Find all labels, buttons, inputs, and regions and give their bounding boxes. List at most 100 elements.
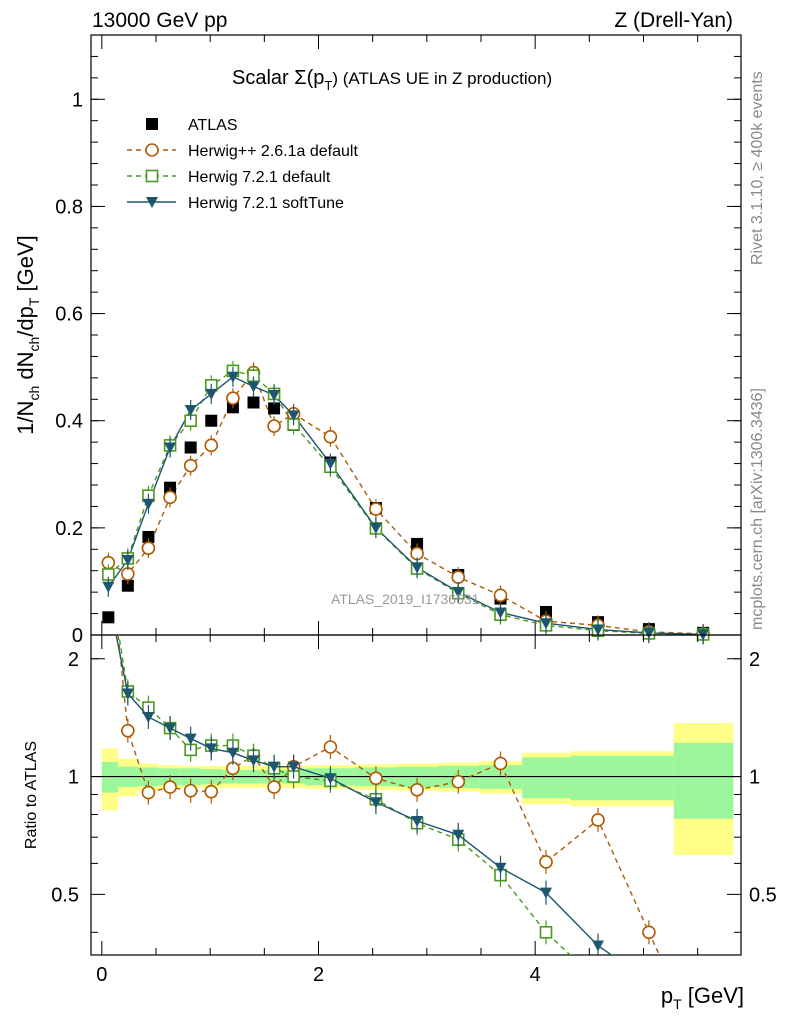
ratio-point-1 xyxy=(183,783,198,798)
data-point-3 xyxy=(268,390,281,401)
ratio-tick-label-right: 2 xyxy=(749,649,760,671)
ratio-tick-label: 0.5 xyxy=(51,884,79,906)
y-tick-label: 1 xyxy=(72,89,83,111)
chart-title-sub: T xyxy=(324,78,332,93)
y-tick-label: 0 xyxy=(72,625,83,647)
ratio-band-inner xyxy=(522,757,571,799)
ratio-point-3 xyxy=(643,976,655,987)
y-axis-label: 1/Nch dNch/dpT [GeV] xyxy=(13,235,42,435)
ratio-band-inner xyxy=(570,755,626,801)
ratio-point-3 xyxy=(205,743,218,755)
data-point-1 xyxy=(369,502,383,516)
ratio-point-3 xyxy=(411,815,424,827)
analysis-id: ATLAS_2019_I1736531 xyxy=(331,591,480,607)
mcplots-reference: mcplots.cern.ch [arXiv:1306.3436] xyxy=(749,388,766,630)
ratio-point-1 xyxy=(267,780,281,794)
ratio-point-3 xyxy=(164,723,177,735)
legend-marker-0 xyxy=(146,118,158,130)
ratio-point-3 xyxy=(592,940,604,952)
ratio-point-1 xyxy=(102,531,114,543)
ratio-point-3 xyxy=(142,711,155,723)
legend-label-1: Herwig++ 2.6.1a default xyxy=(188,143,358,160)
ratio-point-3 xyxy=(494,862,507,874)
ratio-point-1 xyxy=(163,780,177,794)
x-axis-label-sub: T xyxy=(673,996,682,1012)
data-point-1 xyxy=(141,541,156,556)
ratio-point-3 xyxy=(324,773,337,785)
data-point-3 xyxy=(324,458,337,470)
ratio-point-3 xyxy=(184,733,197,745)
data-point-1 xyxy=(163,490,177,505)
ratio-point-3 xyxy=(540,887,552,899)
ratio-tick-label-right: 0.5 xyxy=(749,884,777,906)
y-tick-label: 0.8 xyxy=(55,196,83,218)
ratio-point-1 xyxy=(323,740,338,754)
ratio-point-3 xyxy=(268,761,281,773)
ratio-band-inner xyxy=(101,761,119,793)
ratio-point-1 xyxy=(493,756,508,771)
data-point-0 xyxy=(184,441,197,454)
beam-label: 13000 GeV pp xyxy=(92,9,227,32)
data-point-3 xyxy=(205,388,218,400)
ratio-point-2 xyxy=(539,926,553,939)
data-point-0 xyxy=(121,579,134,592)
ratio-point-3 xyxy=(369,797,382,809)
main-axis-ticks: 0 0.2 0.4 0.6 0.8 1 xyxy=(55,34,741,647)
data-point-3 xyxy=(226,371,239,383)
data-point-1 xyxy=(204,438,219,453)
legend-label-0: ATLAS xyxy=(188,117,238,134)
legend-label-2: Herwig 7.2.1 default xyxy=(188,169,331,186)
data-point-1 xyxy=(267,419,281,433)
data-point-0 xyxy=(268,402,281,415)
ratio-point-2 xyxy=(643,1007,654,1018)
ratio-band-inner xyxy=(625,755,674,801)
process-label: Z (Drell-Yan) xyxy=(614,9,733,32)
ratio-point-3 xyxy=(226,747,239,759)
data-point-3 xyxy=(102,581,115,593)
x-axis-label-main: p xyxy=(661,983,673,1008)
ratio-series-group xyxy=(102,531,661,1018)
ratio-point-1 xyxy=(642,925,656,940)
data-point-1 xyxy=(226,391,240,406)
data-point-3 xyxy=(142,498,155,510)
x-tick-label: 4 xyxy=(530,964,541,986)
ratio-point-1 xyxy=(121,723,135,738)
y-tick-label: 0.4 xyxy=(55,411,83,433)
data-point-0 xyxy=(102,611,115,624)
legend: ATLAS Herwig++ 2.6.1a default Herwig 7.2.1… xyxy=(127,117,358,212)
x-axis-label-rest: [GeV] xyxy=(682,983,744,1008)
data-point-3 xyxy=(247,381,260,393)
data-point-1 xyxy=(323,429,338,444)
ratio-point-1 xyxy=(369,771,383,786)
data-point-0 xyxy=(247,396,260,409)
data-point-0 xyxy=(142,530,155,543)
legend-marker-3 xyxy=(146,197,158,208)
ratio-point-1 xyxy=(141,785,156,800)
data-point-3 xyxy=(494,607,507,619)
chart-title: Scalar Σ(pT) (ATLAS UE in Z production) xyxy=(232,67,552,93)
ratio-point-1 xyxy=(539,855,553,869)
data-point-1 xyxy=(493,588,508,603)
data-point-1 xyxy=(183,458,198,473)
data-point-3 xyxy=(592,624,604,636)
ratio-tick-label-right: 1 xyxy=(749,767,760,789)
x-axis-label: pT [GeV] xyxy=(661,983,744,1012)
ratio-point-3 xyxy=(452,829,465,841)
legend-marker-1 xyxy=(145,143,159,157)
data-point-3 xyxy=(164,442,177,454)
data-point-3 xyxy=(121,555,134,566)
data-point-3 xyxy=(369,522,382,534)
ratio-point-3 xyxy=(247,755,260,767)
data-point-3 xyxy=(540,618,552,630)
x-tick-label: 2 xyxy=(313,964,324,986)
rivet-version: Rivet 3.1.10, ≥ 400k events xyxy=(749,71,766,265)
chart-title-main: Scalar Σ(p xyxy=(232,67,324,89)
ratio-y-axis-label: Ratio to ATLAS xyxy=(23,741,40,849)
y-tick-label: 0.2 xyxy=(55,518,83,540)
data-point-3 xyxy=(642,627,655,639)
ratio-plot-area xyxy=(91,531,741,1018)
ratio-tick-label: 2 xyxy=(68,649,79,671)
ratio-axis-ticks: 0.5 0.5 1 1 2 2 0 2 4 xyxy=(51,635,777,986)
y-tick-label: 0.6 xyxy=(55,304,83,326)
